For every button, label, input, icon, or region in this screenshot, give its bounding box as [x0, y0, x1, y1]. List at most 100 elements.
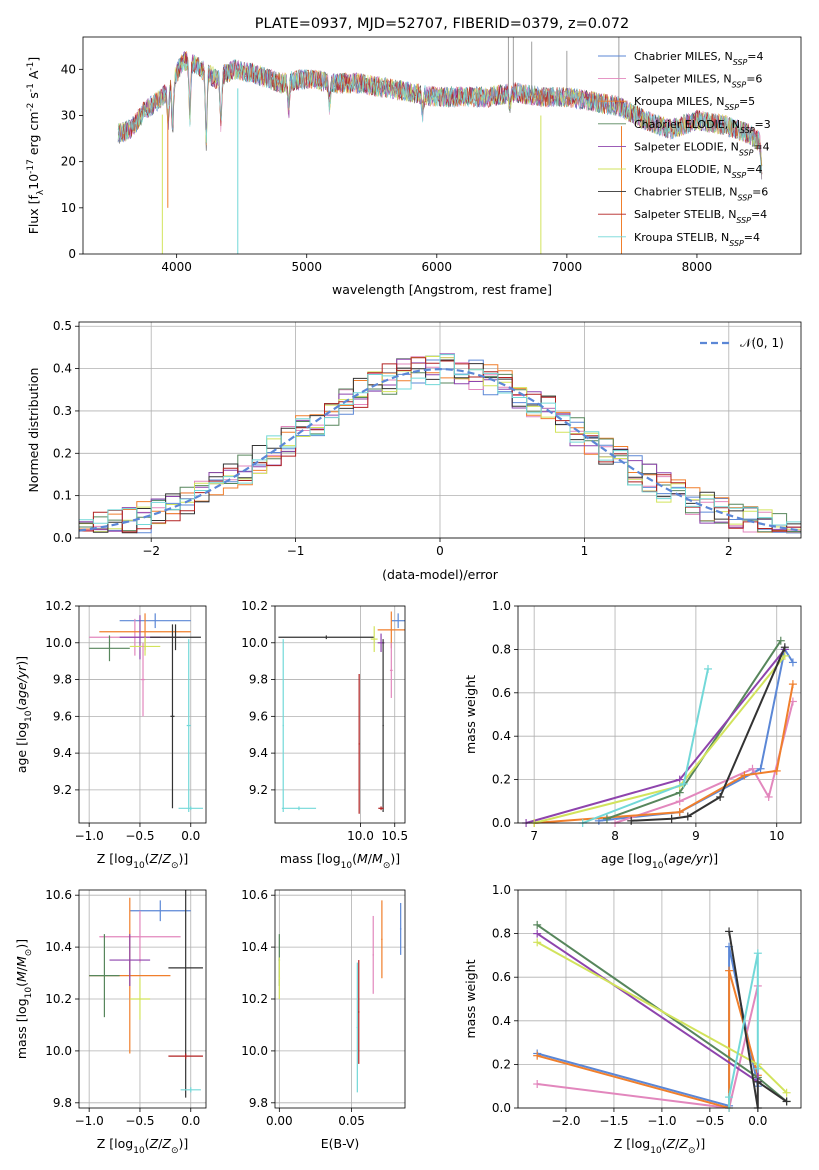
- y-tick-label-part: 10.6: [45, 888, 72, 902]
- x-tick-label: 5000: [291, 260, 322, 274]
- mass-vs-ebv-chart: 0.00 0.05 9.8 10.0 10.2 10.4 10.6 E(B-V): [241, 888, 406, 1151]
- legend-label-part: SSP: [739, 148, 754, 157]
- x-axis-label-part: (: [663, 851, 668, 866]
- legend-label-part: =6: [752, 186, 768, 199]
- y-axis-label-part: -17: [26, 159, 36, 174]
- x-tick-label: −2: [142, 544, 160, 558]
- y-tick-label: 0.0: [492, 816, 511, 830]
- plot-area: [275, 606, 405, 823]
- x-axis-label-part: (: [145, 1136, 150, 1151]
- y-axis-label-part: -1: [26, 62, 36, 71]
- y-tick-label: 0.4: [492, 1014, 511, 1028]
- x-tick-label: −0.5: [125, 829, 154, 843]
- legend-label-part: =4: [744, 231, 760, 244]
- y-axis-label-part: age/yr: [14, 665, 29, 706]
- x-tick-label: 0.0: [181, 829, 200, 843]
- axes-frame: [274, 889, 406, 1109]
- x-tick-label: 7000: [552, 260, 583, 274]
- legend-label-part: Kroupa MILES, N: [634, 95, 724, 108]
- y-tick-label: 0.3: [53, 404, 72, 418]
- y-tick-label-part: 10: [61, 201, 76, 215]
- x-axis-label: mass [log10(M/M⊙)]: [280, 851, 400, 871]
- y-tick-label: 10.2: [45, 992, 72, 1006]
- errorbar-point: [89, 934, 120, 1018]
- weight-vs-z-chart: −2.0 −1.5 −1.0 −0.5 0.0 0.0 0.2 0.4 0.6 0.8 1.0 Z […: [463, 883, 802, 1156]
- y-tick-label-part: 9.4: [249, 746, 268, 760]
- y-tick-label-part: 0: [68, 247, 76, 261]
- x-tick-label: 0.00: [266, 1114, 293, 1128]
- y-tick-label: 10.4: [241, 940, 268, 954]
- y-axis-label: mass weight: [463, 959, 478, 1038]
- x-axis-label-part: )]: [178, 851, 188, 866]
- y-tick-label-part: 10.0: [45, 1044, 72, 1058]
- y-tick-label: 0.0: [53, 531, 72, 545]
- y-tick-label: 0.4: [53, 362, 72, 376]
- y-tick-label: 0.2: [53, 446, 72, 460]
- x-axis-label-part: mass [log: [280, 851, 341, 866]
- y-tick-label: 0.2: [492, 773, 511, 787]
- x-axis-label-part: 10: [650, 1146, 662, 1156]
- y-tick-label: 10.2: [241, 992, 268, 1006]
- legend-label-part: SSP: [736, 216, 751, 225]
- x-axis-label-part: 10: [341, 861, 353, 871]
- x-tick-label-part: −1.0: [75, 1114, 104, 1128]
- legend-label-part: Chabrier STELIB, N: [634, 186, 738, 199]
- legend-label-part: =4: [753, 140, 769, 153]
- x-axis-label-part: Z: [678, 1136, 688, 1151]
- x-tick-label: −1: [287, 544, 305, 558]
- legend-label-part: Kroupa STELIB, N: [634, 231, 729, 244]
- x-axis-label-part: Z: [161, 851, 171, 866]
- y-tick-label-part: 9.2: [53, 783, 72, 797]
- y-tick-label: 10.4: [45, 940, 72, 954]
- x-tick-label-part: 0.0: [181, 1114, 200, 1128]
- y-tick-label-part: 10.0: [241, 1044, 268, 1058]
- y-axis-label-part: mass weight: [463, 675, 478, 754]
- y-axis-label-part: 10: [26, 174, 41, 190]
- y-tick-label: 0.6: [492, 970, 511, 984]
- errorbar-point: [150, 624, 201, 651]
- normal-curve: [79, 367, 801, 532]
- errorbar-series: [278, 611, 405, 814]
- x-axis-label: age [log10(age/yr)]: [601, 851, 718, 871]
- y-tick-label-part: 10.6: [241, 888, 268, 902]
- errorbar-point: [278, 635, 375, 640]
- errorbar-point: [358, 960, 360, 1064]
- x-tick-label: −1.0: [75, 829, 104, 843]
- x-tick-label-part: −0.5: [695, 1114, 724, 1128]
- errorbar-point: [168, 1053, 203, 1059]
- x-axis-label-part: Z: [666, 1136, 676, 1151]
- legend-label: Salpeter ELODIE, NSSP=4: [634, 140, 770, 157]
- errorbar-point: [178, 806, 203, 811]
- x-axis-label-part: )]: [178, 1136, 188, 1151]
- y-tick-label-part: 9.8: [53, 1096, 72, 1110]
- x-axis-label-part: M: [372, 851, 383, 866]
- y-tick-label-part: 0.4: [53, 362, 72, 376]
- x-axis-label-part: /: [158, 1136, 163, 1151]
- axes-frame: [274, 605, 406, 824]
- y-tick-label-part: 0.6: [492, 970, 511, 984]
- x-tick-label-part: −2: [142, 544, 160, 558]
- spectrum-line: [117, 55, 762, 175]
- legend-label-part: =4: [751, 208, 767, 221]
- y-tick-label-part: 0.0: [492, 816, 511, 830]
- axes-frame: [78, 321, 802, 539]
- y-tick-label: 9.4: [249, 746, 268, 760]
- legend-label-part: =3: [755, 118, 771, 131]
- errorbar-point: [89, 635, 130, 662]
- legend-label-part: Salpeter ELODIE, N: [634, 140, 739, 153]
- y-axis-label: Flux [fλ10-17 erg cm-2 s-1 A-1]: [26, 57, 46, 235]
- x-tick-label-part: −0.5: [125, 829, 154, 843]
- errorbar-point: [129, 637, 161, 656]
- x-axis-label-part: M: [357, 851, 368, 866]
- y-axis-label-part: A: [26, 70, 41, 83]
- mass-vs-z-chart: −1.0 −0.5 0.09.810.010.210.410.6Z [log10(Z…: [14, 888, 207, 1156]
- x-tick-label-part: −0.5: [125, 1114, 154, 1128]
- x-axis-label-part: 10: [652, 861, 664, 871]
- x-tick-label: 6000: [422, 260, 453, 274]
- y-tick-label-part: 0.5: [53, 319, 72, 333]
- y-tick-label: 9.8: [53, 673, 72, 687]
- weight-series: [522, 636, 797, 827]
- weight-series: [533, 920, 791, 1112]
- y-axis-label-part: (: [14, 982, 29, 987]
- x-tick-label: 2: [725, 544, 733, 558]
